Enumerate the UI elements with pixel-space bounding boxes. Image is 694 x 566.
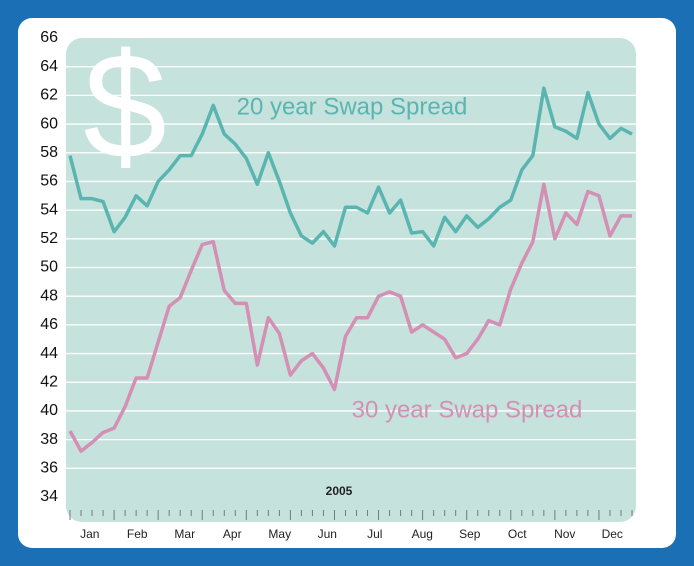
plot-area — [66, 38, 636, 522]
y-tick-label: 52 — [40, 230, 58, 247]
series-line — [68, 86, 633, 248]
y-tick-label: 64 — [40, 58, 58, 75]
y-tick-label: 50 — [40, 259, 58, 276]
y-tick-label: 58 — [40, 144, 58, 161]
x-tick-label: Nov — [554, 527, 575, 541]
y-tick-label: 56 — [40, 173, 58, 190]
y-tick-label: 54 — [40, 201, 58, 218]
x-tick-label: Dec — [602, 527, 623, 541]
x-tick-label: Jan — [80, 527, 99, 541]
x-axis-label: 2005 — [326, 484, 353, 498]
y-tick-label: 36 — [40, 460, 58, 477]
x-tick-label: Aug — [412, 527, 433, 541]
dollar-icon: $ — [83, 22, 166, 190]
y-tick-label: 40 — [40, 402, 58, 419]
y-tick-label: 48 — [40, 287, 58, 304]
x-tick-label: Jul — [367, 527, 382, 541]
x-tick-label: Apr — [223, 527, 242, 541]
y-tick-label: 46 — [40, 316, 58, 333]
series-label: 30 year Swap Spread — [352, 396, 583, 423]
x-tick-label: Feb — [127, 527, 148, 541]
y-tick-label: 60 — [40, 115, 58, 132]
x-tick-label: Jun — [318, 527, 337, 541]
y-tick-label: 38 — [40, 431, 58, 448]
x-tick-label: Oct — [508, 527, 527, 541]
y-tick-label: 34 — [40, 488, 58, 505]
series-label: 20 year Swap Spread — [237, 93, 468, 120]
y-tick-label: 62 — [40, 87, 58, 104]
x-tick-label: Mar — [174, 527, 195, 541]
y-tick-label: 66 — [40, 29, 58, 46]
x-tick-label: Sep — [459, 527, 481, 541]
x-tick-label: May — [268, 527, 291, 541]
y-tick-label: 44 — [40, 345, 58, 362]
y-tick-label: 42 — [40, 373, 58, 390]
series-line — [68, 182, 632, 453]
